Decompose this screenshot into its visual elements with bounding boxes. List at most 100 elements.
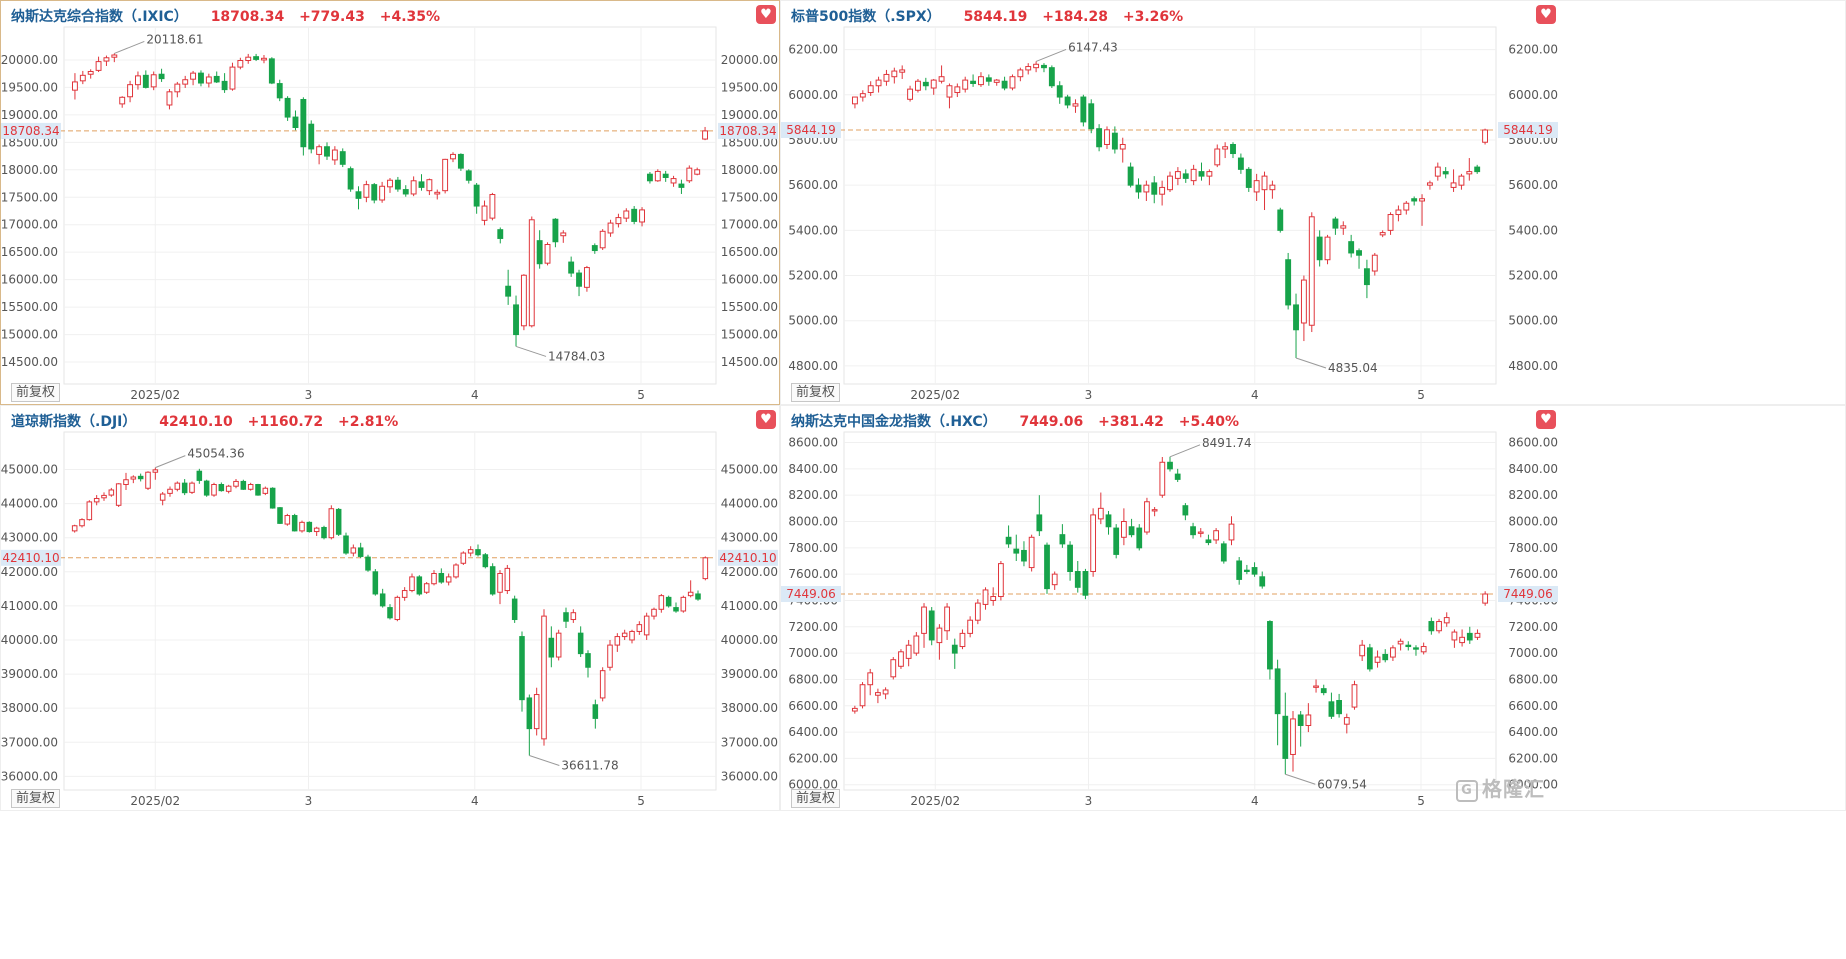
- adjust-mode-button[interactable]: 前复权: [11, 789, 61, 808]
- candle-body: [1474, 632, 1481, 638]
- candle-body: [410, 180, 417, 195]
- candle-body: [103, 57, 110, 62]
- candle-body: [658, 595, 665, 610]
- candle-body: [291, 515, 298, 532]
- candle-body: [907, 88, 914, 100]
- candle-body: [1426, 182, 1433, 186]
- chart-panel-hxc[interactable]: 纳斯达克中国金龙指数（.HXC） 7449.06 +381.42 +5.40% …: [780, 405, 1846, 811]
- candle-body: [1324, 236, 1331, 261]
- favorite-heart-icon[interactable]: ♥: [1536, 410, 1556, 429]
- plot-frame: [843, 26, 1497, 385]
- candlestick-chart[interactable]: 45000.00 45000.00 44000.00 44000.00 43000.00…: [1, 406, 780, 811]
- candle-body: [930, 79, 937, 89]
- candle-body: [678, 183, 685, 188]
- y-tick-label-left: 5000.00: [788, 314, 838, 328]
- index-name[interactable]: 道琼斯指数（.DJI）: [11, 414, 137, 430]
- x-tick-label: 5: [1417, 388, 1425, 402]
- last-price-tag: [718, 549, 778, 566]
- panel-header: 道琼斯指数（.DJI） 42410.10 +1160.72 +2.81%: [11, 411, 408, 431]
- candle-body: [394, 596, 401, 621]
- y-tick-label-left: 6000.00: [788, 778, 838, 792]
- candle-body: [1405, 644, 1412, 648]
- adjust-mode-button[interactable]: 前复权: [791, 789, 841, 808]
- candle-body: [135, 75, 141, 86]
- low-annotation: 36611.78: [561, 759, 618, 773]
- candle-body: [921, 606, 927, 634]
- candle-body: [1320, 688, 1327, 694]
- candle-body: [1167, 175, 1173, 191]
- candle-body: [1374, 656, 1381, 663]
- candle-body: [1390, 647, 1396, 658]
- y-tick-label-right: 8000.00: [1508, 515, 1558, 529]
- candle-body: [687, 591, 694, 597]
- candle-body: [1151, 509, 1158, 512]
- adjust-mode-button[interactable]: 前复权: [11, 383, 61, 402]
- candle-body: [1259, 576, 1266, 587]
- candle-body: [1206, 171, 1213, 177]
- last-price-label-right: 18708.34: [719, 124, 776, 138]
- candle-body: [936, 627, 943, 644]
- candle-body: [1197, 531, 1204, 534]
- candle-body: [1025, 66, 1032, 71]
- candle-body: [599, 670, 606, 699]
- candle-body: [1458, 175, 1465, 186]
- y-tick-label-left: 44000.00: [1, 497, 58, 511]
- y-tick-label-right: 5200.00: [1508, 269, 1558, 283]
- favorite-heart-icon[interactable]: ♥: [756, 5, 776, 24]
- candle-body: [1088, 103, 1095, 130]
- chart-panel-spx[interactable]: 标普500指数（.SPX） 5844.19 +184.28 +3.26% ♥ 6…: [780, 0, 1846, 405]
- candle-body: [607, 644, 613, 668]
- candle-body: [1064, 96, 1071, 106]
- high-annotation: 6147.43: [1068, 40, 1118, 54]
- candle-body: [497, 229, 504, 239]
- candle-body: [1213, 530, 1220, 541]
- candle-body: [379, 185, 386, 201]
- candle-body: [174, 482, 181, 490]
- favorite-heart-icon[interactable]: ♥: [756, 410, 776, 429]
- y-tick-label-left: 17000.00: [1, 218, 58, 232]
- candle-body: [859, 684, 866, 707]
- candle-body: [670, 178, 677, 184]
- candle-body: [1297, 714, 1304, 727]
- index-name[interactable]: 纳斯达克中国金龙指数（.HXC）: [791, 414, 997, 430]
- candle-body: [465, 170, 472, 181]
- candle-body: [1113, 527, 1120, 555]
- high-annotation: 45054.36: [187, 447, 244, 461]
- candle-body: [1222, 146, 1229, 150]
- low-annotation: 14784.03: [548, 349, 605, 363]
- adjust-mode-button[interactable]: 前复权: [791, 383, 841, 402]
- candle-body: [970, 80, 977, 84]
- plot-frame: [843, 431, 1497, 791]
- candle-body: [402, 189, 409, 195]
- candle-body: [347, 168, 354, 190]
- candle-body: [331, 149, 338, 161]
- candle-body: [119, 96, 126, 105]
- candle-body: [284, 515, 291, 525]
- candle-body: [1466, 632, 1473, 641]
- candle-body: [1205, 539, 1212, 544]
- candlestick-chart[interactable]: 8600.00 8600.00 8400.00 8400.00 8200.00 8200.…: [781, 406, 1846, 811]
- candle-body: [1277, 209, 1284, 231]
- candle-body: [1482, 129, 1489, 143]
- last-price-tag: [1, 122, 61, 139]
- candlestick-chart[interactable]: 20000.00 20000.00 19500.00 19500.00 19000.00…: [1, 1, 780, 405]
- y-tick-label-right: 8400.00: [1508, 462, 1558, 476]
- index-name[interactable]: 标普500指数（.SPX）: [791, 9, 941, 25]
- favorite-heart-icon[interactable]: ♥: [1536, 5, 1556, 24]
- y-tick-label-left: 15000.00: [1, 328, 58, 342]
- x-tick-label: 4: [471, 388, 479, 402]
- y-tick-label-left: 5400.00: [788, 223, 838, 237]
- chart-panel-dji[interactable]: 道琼斯指数（.DJI） 42410.10 +1160.72 +2.81% ♥ 4…: [0, 405, 780, 811]
- y-tick-label-right: 40000.00: [721, 633, 778, 647]
- candle-body: [1159, 186, 1166, 195]
- candle-body: [1379, 232, 1386, 236]
- candle-body: [913, 635, 920, 654]
- index-name[interactable]: 纳斯达克综合指数（.IXIC）: [11, 9, 188, 25]
- y-tick-label-right: 8200.00: [1508, 488, 1558, 502]
- percent-change: +5.40%: [1178, 414, 1240, 430]
- candle-body: [1044, 544, 1050, 590]
- chart-panel-ixic[interactable]: 纳斯达克综合指数（.IXIC） 18708.34 +779.43 +4.35% …: [0, 0, 780, 405]
- watermark-logo: G 格隆汇: [1456, 773, 1545, 802]
- percent-change: +4.35%: [379, 9, 441, 25]
